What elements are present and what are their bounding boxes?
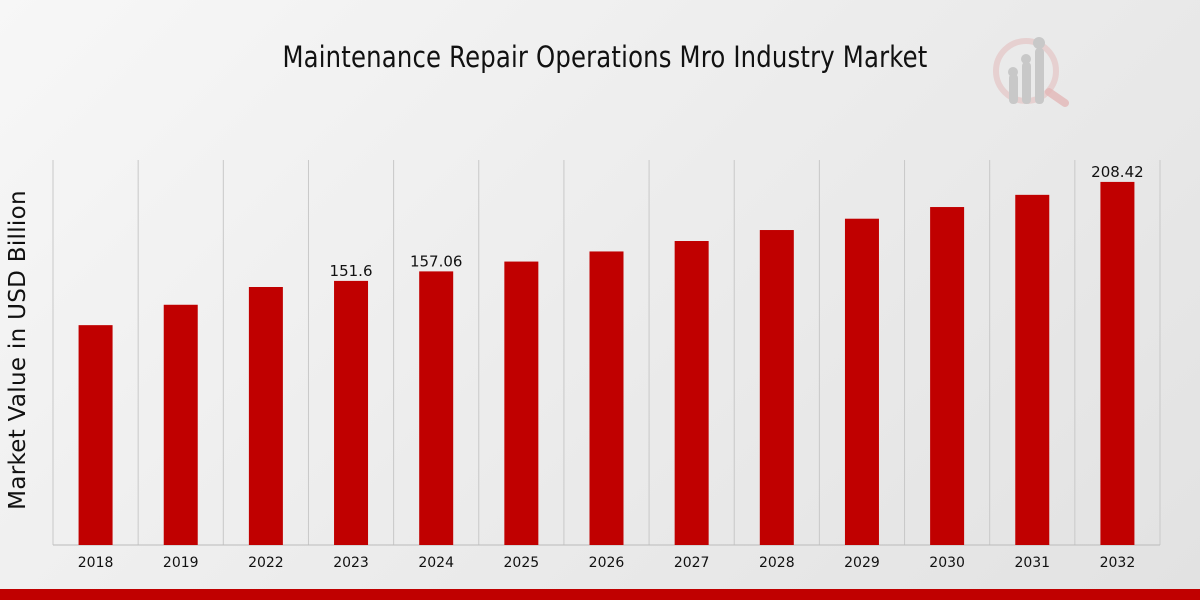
x-tick-label: 2019 bbox=[163, 555, 199, 571]
magnifier-bar-chart-icon bbox=[993, 37, 1069, 107]
bar-2029 bbox=[844, 218, 879, 546]
x-tick-label: 2032 bbox=[1100, 555, 1136, 571]
x-tick-label: 2031 bbox=[1014, 555, 1050, 571]
bar-2024 bbox=[419, 271, 454, 545]
data-labels: 151.6 157.06 208.42 bbox=[330, 163, 1144, 280]
bar-2028 bbox=[759, 230, 794, 545]
x-tick-labels: 2018 2019 2022 2023 2024 2025 2026 2027 2028 2029… bbox=[78, 555, 1135, 571]
x-tick-label: 2029 bbox=[844, 555, 880, 571]
x-tick-label: 2028 bbox=[759, 555, 795, 571]
data-label: 151.6 bbox=[330, 262, 373, 280]
x-tick-label: 2026 bbox=[589, 555, 625, 571]
gridlines bbox=[52, 160, 1161, 545]
x-tick-label: 2024 bbox=[418, 555, 454, 571]
x-tick-label: 2023 bbox=[333, 555, 369, 571]
data-label: 157.06 bbox=[410, 252, 463, 270]
bar-2027 bbox=[674, 241, 709, 546]
bar-2030 bbox=[930, 207, 965, 545]
data-label: 208.42 bbox=[1091, 163, 1144, 181]
bar-2031 bbox=[1015, 194, 1050, 546]
bar-2022 bbox=[248, 286, 283, 545]
bar-2025 bbox=[504, 261, 539, 545]
bars bbox=[78, 181, 1135, 546]
bar-2026 bbox=[589, 251, 624, 545]
x-tick-label: 2030 bbox=[929, 555, 965, 571]
bar-2018 bbox=[78, 325, 113, 545]
bottom-accent-bar bbox=[0, 589, 1200, 600]
chart-title: Maintenance Repair Operations Mro Indust… bbox=[282, 40, 928, 74]
y-axis-label: Market Value in USD Billion bbox=[5, 190, 31, 510]
x-tick-label: 2027 bbox=[674, 555, 710, 571]
bar-2019 bbox=[163, 304, 198, 545]
x-tick-label: 2022 bbox=[248, 555, 284, 571]
bar-2032 bbox=[1100, 181, 1135, 545]
x-tick-label: 2025 bbox=[504, 555, 540, 571]
x-tick-label: 2018 bbox=[78, 555, 114, 571]
bar-2023 bbox=[334, 280, 369, 545]
